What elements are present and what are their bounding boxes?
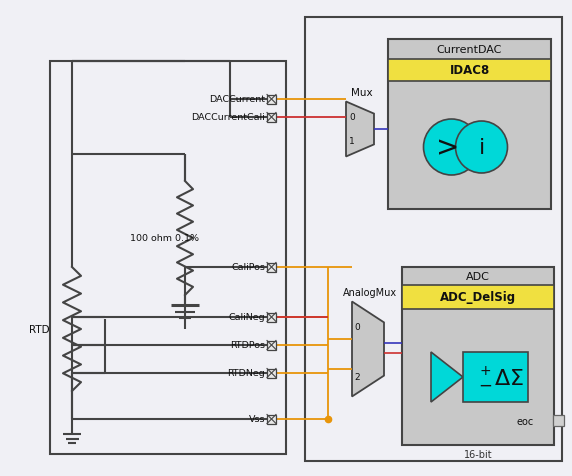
Text: 16-bit: 16-bit — [464, 449, 492, 459]
Text: ADC: ADC — [466, 271, 490, 281]
Text: RTDPos: RTDPos — [230, 341, 265, 350]
Circle shape — [455, 122, 507, 174]
Text: −: − — [478, 376, 492, 394]
Text: >: > — [436, 134, 459, 162]
Text: Vss: Vss — [248, 415, 265, 424]
Bar — [267, 95, 276, 104]
Bar — [402, 268, 554, 445]
Circle shape — [423, 120, 479, 176]
Text: 100 ohm 0.1%: 100 ohm 0.1% — [130, 234, 199, 243]
Text: Mux: Mux — [351, 89, 373, 98]
Text: 2: 2 — [354, 373, 360, 382]
Text: RTD: RTD — [29, 324, 50, 334]
Text: RTDNeg: RTDNeg — [227, 369, 265, 378]
Bar — [388, 60, 551, 82]
Bar — [305, 18, 562, 461]
Text: eoc: eoc — [517, 416, 534, 426]
Bar — [267, 369, 276, 378]
Polygon shape — [352, 302, 384, 397]
Bar — [402, 286, 554, 309]
Text: CaliNeg: CaliNeg — [228, 313, 265, 322]
Text: i: i — [478, 138, 484, 158]
Text: 0: 0 — [354, 323, 360, 332]
Bar — [50, 62, 286, 454]
Bar — [267, 415, 276, 424]
Bar — [267, 113, 276, 122]
Bar — [267, 263, 276, 272]
Text: $\Delta\Sigma$: $\Delta\Sigma$ — [494, 368, 524, 388]
Bar — [267, 341, 276, 350]
Text: +: + — [479, 363, 491, 377]
Text: DACCurrentCali: DACCurrentCali — [191, 113, 265, 122]
Text: DACCurrent: DACCurrent — [209, 95, 265, 104]
Bar — [267, 313, 276, 322]
Text: ADC_DelSig: ADC_DelSig — [440, 291, 516, 304]
Text: CurrentDAC: CurrentDAC — [437, 45, 502, 55]
Bar — [463, 352, 528, 402]
Text: 0: 0 — [349, 113, 355, 122]
Text: AnalogMux: AnalogMux — [343, 288, 397, 298]
Bar — [388, 40, 551, 209]
Text: 1: 1 — [349, 137, 355, 146]
Polygon shape — [431, 352, 463, 402]
Polygon shape — [346, 102, 374, 157]
Text: CaliPos: CaliPos — [231, 263, 265, 272]
Text: IDAC8: IDAC8 — [450, 64, 490, 77]
Bar — [553, 415, 564, 426]
